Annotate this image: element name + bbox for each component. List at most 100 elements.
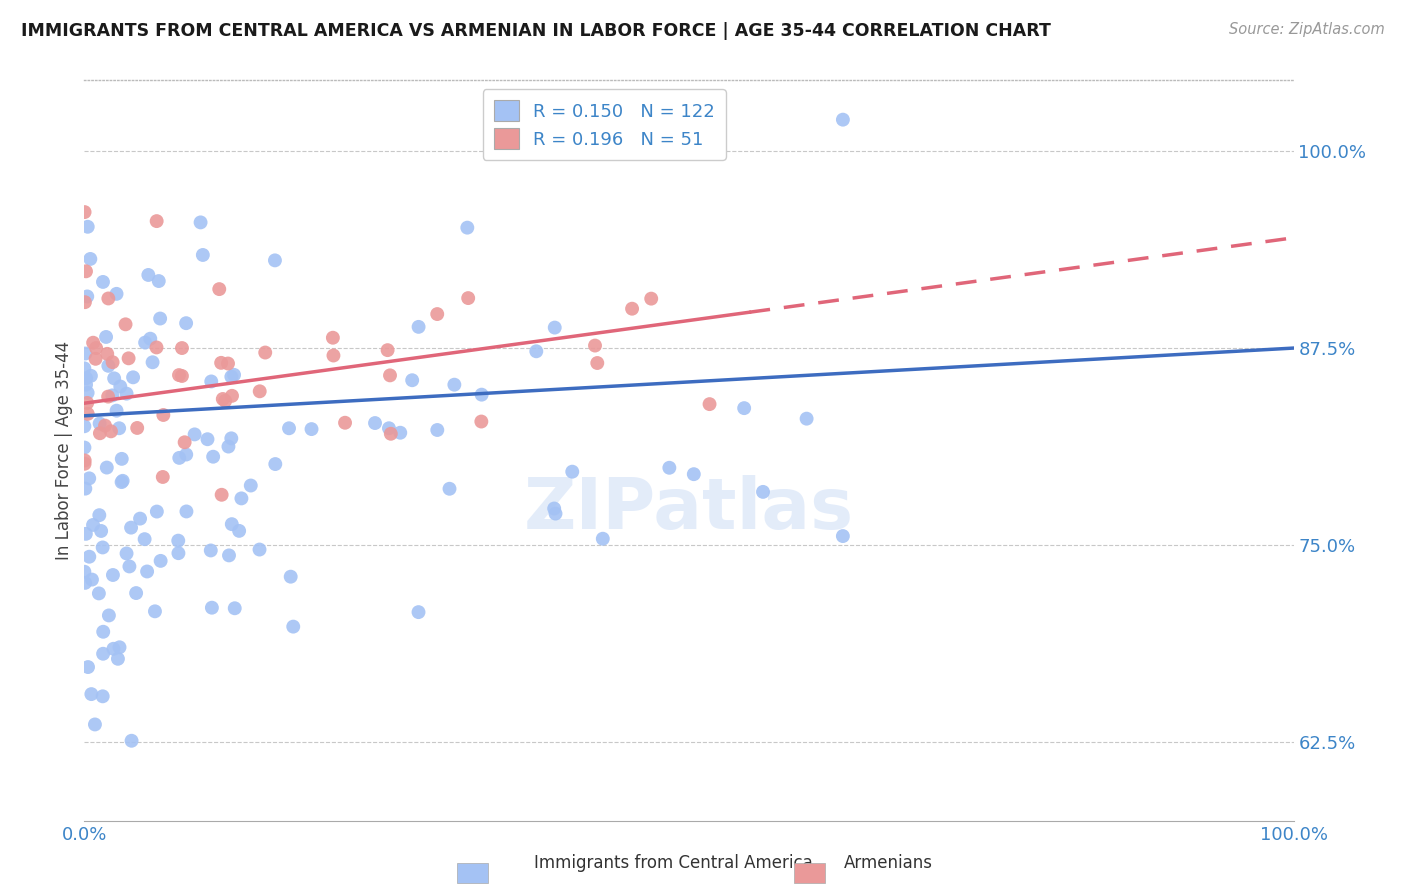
- Point: [79, 549, 101, 564]
- Point: [111, 451, 134, 466]
- Point: [75, 482, 97, 496]
- Point: [231, 491, 253, 506]
- Point: [831, 529, 853, 543]
- Point: [91, 275, 114, 289]
- Point: [621, 301, 644, 316]
- Point: [249, 542, 271, 557]
- Point: [401, 373, 423, 387]
- Point: [115, 386, 138, 401]
- Point: [191, 248, 214, 262]
- Point: [333, 416, 356, 430]
- Point: [152, 470, 174, 484]
- Point: [80, 687, 103, 701]
- Point: [97, 608, 120, 623]
- Point: [174, 316, 197, 330]
- Point: [264, 253, 287, 268]
- Point: [176, 504, 198, 518]
- Point: [249, 384, 271, 399]
- Point: [103, 371, 125, 385]
- Point: [408, 319, 430, 334]
- Point: [117, 351, 139, 366]
- Point: [174, 448, 197, 462]
- Point: [73, 457, 96, 471]
- Point: [91, 541, 114, 555]
- Point: [283, 619, 305, 633]
- Point: [77, 660, 100, 674]
- Point: [125, 586, 148, 600]
- Point: [211, 488, 233, 502]
- Point: [96, 347, 118, 361]
- Text: IMMIGRANTS FROM CENTRAL AMERICA VS ARMENIAN IN LABOR FORCE | AGE 35-44 CORRELATI: IMMIGRANTS FROM CENTRAL AMERICA VS ARMEN…: [21, 22, 1050, 40]
- Point: [138, 268, 160, 282]
- Point: [280, 570, 302, 584]
- Point: [544, 320, 567, 334]
- Point: [75, 526, 97, 541]
- Point: [752, 484, 775, 499]
- Point: [682, 467, 704, 482]
- Point: [586, 356, 609, 370]
- Point: [583, 338, 606, 352]
- Point: [658, 460, 681, 475]
- Point: [380, 426, 402, 441]
- Point: [378, 421, 401, 435]
- Point: [222, 368, 245, 382]
- Point: [408, 605, 430, 619]
- Point: [524, 344, 547, 359]
- Point: [733, 401, 755, 416]
- Point: [217, 440, 239, 454]
- Point: [80, 368, 103, 383]
- Point: [377, 343, 399, 358]
- Point: [146, 504, 169, 518]
- Point: [82, 335, 104, 350]
- Point: [110, 475, 132, 489]
- Y-axis label: In Labor Force | Age 35-44: In Labor Force | Age 35-44: [55, 341, 73, 560]
- Point: [170, 369, 193, 384]
- Point: [89, 417, 111, 431]
- Point: [544, 507, 567, 521]
- Point: [471, 387, 494, 401]
- Point: [107, 652, 129, 666]
- Point: [561, 465, 583, 479]
- Point: [142, 355, 165, 369]
- Point: [80, 573, 103, 587]
- Point: [115, 546, 138, 560]
- Point: [200, 543, 222, 558]
- Point: [120, 521, 142, 535]
- Point: [97, 292, 120, 306]
- Point: [94, 418, 117, 433]
- Point: [73, 441, 96, 455]
- Point: [264, 457, 287, 471]
- Point: [426, 423, 449, 437]
- Point: [278, 421, 301, 435]
- Point: [110, 379, 132, 393]
- Point: [211, 392, 233, 406]
- Point: [118, 559, 141, 574]
- Point: [699, 397, 721, 411]
- Point: [389, 425, 412, 440]
- Point: [149, 311, 172, 326]
- Point: [89, 508, 111, 523]
- Text: ZIPatlas: ZIPatlas: [524, 475, 853, 544]
- Point: [73, 205, 96, 219]
- Point: [217, 357, 239, 371]
- Point: [76, 385, 98, 400]
- Point: [91, 690, 114, 704]
- Point: [97, 359, 120, 373]
- Point: [84, 341, 107, 355]
- Point: [301, 422, 323, 436]
- Point: [239, 478, 262, 492]
- Point: [148, 274, 170, 288]
- Point: [592, 532, 614, 546]
- Point: [640, 292, 662, 306]
- Point: [832, 112, 855, 127]
- Point: [197, 432, 219, 446]
- Point: [134, 532, 156, 546]
- Point: [76, 396, 98, 410]
- Point: [543, 501, 565, 516]
- Point: [84, 351, 107, 366]
- Point: [108, 640, 131, 655]
- Point: [439, 482, 461, 496]
- Point: [364, 416, 387, 430]
- Point: [224, 601, 246, 615]
- Point: [101, 388, 124, 402]
